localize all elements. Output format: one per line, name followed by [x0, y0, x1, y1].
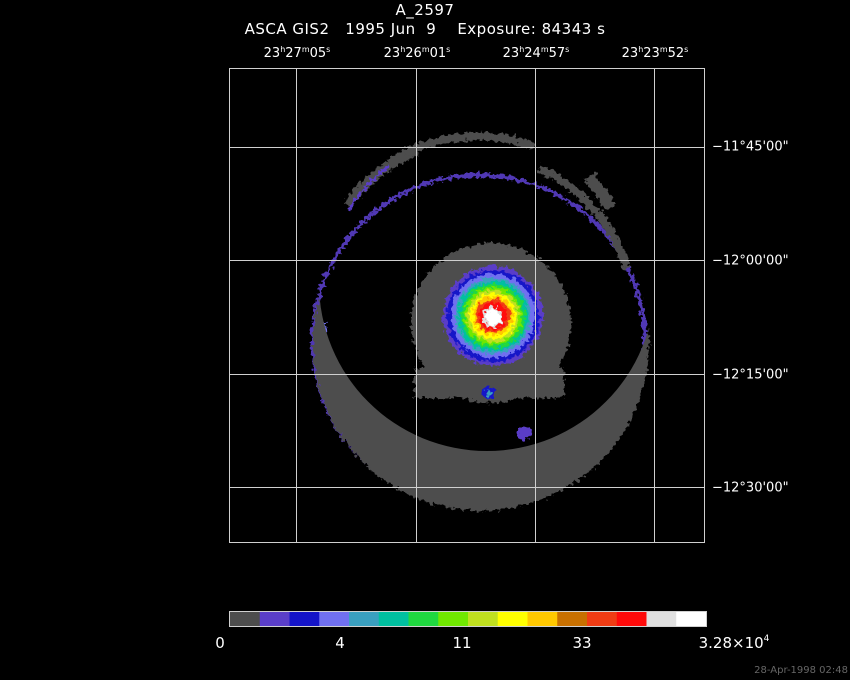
dec-tick-label: −11°45'00": [712, 139, 789, 155]
timestamp: 28-Apr-1998 02:48: [754, 665, 848, 676]
colorbar-swatch: [378, 612, 409, 626]
colorbar-swatch: [646, 612, 677, 626]
colorbar-label: 0: [215, 634, 225, 652]
colorbar-swatch: [557, 612, 588, 626]
xray-image-panel: [229, 68, 705, 543]
colorbar-swatch: [676, 612, 707, 626]
colorbar-swatch: [259, 612, 290, 626]
dec-tick-label: −12°15'00": [712, 367, 789, 383]
coordinate-grid: [229, 68, 705, 543]
colorbar-swatch: [616, 612, 647, 626]
colorbar-swatch: [587, 612, 618, 626]
colorbar-swatch: [230, 612, 261, 626]
color-scale-bar: [229, 611, 707, 627]
colorbar-swatch: [319, 612, 350, 626]
colorbar-swatch: [468, 612, 499, 626]
colorbar-swatch: [497, 612, 528, 626]
colorbar-swatch: [408, 612, 439, 626]
ra-tick-label: 23h26m01s: [383, 45, 451, 61]
ra-tick-label: 23h23m52s: [621, 45, 689, 61]
colorbar-label: 33: [572, 634, 592, 652]
colorbar-swatch: [349, 612, 380, 626]
colorbar-label: 11: [452, 634, 472, 652]
image-title: A_2597: [395, 1, 455, 19]
colorbar-border: [229, 611, 707, 627]
colorbar-swatch: [438, 612, 469, 626]
dec-tick-label: −12°00'00": [712, 253, 789, 269]
colorbar-swatch: [527, 612, 558, 626]
colorbar-max-label: 3.28×104: [698, 634, 770, 652]
colorbar-swatch: [289, 612, 320, 626]
observation-info: ASCA GIS2 1995 Jun 9 Exposure: 84343 s: [244, 20, 606, 38]
colorbar-label: 4: [335, 634, 345, 652]
ra-tick-label: 23h27m05s: [263, 45, 331, 61]
source-contours: [443, 266, 543, 366]
ra-tick-label: 23h24m57s: [502, 45, 570, 61]
dec-tick-label: −12°30'00": [712, 480, 789, 496]
